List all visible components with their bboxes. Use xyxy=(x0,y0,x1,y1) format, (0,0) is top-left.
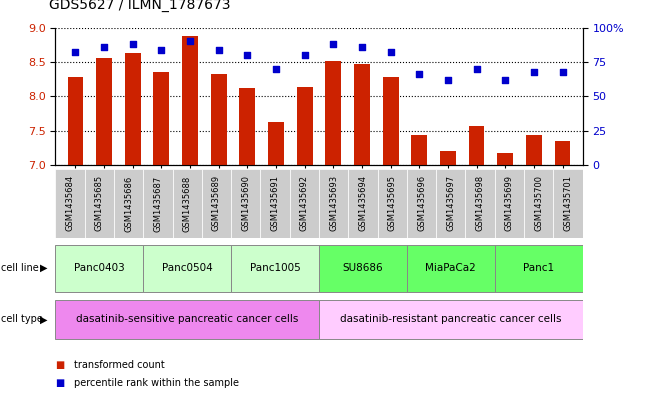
Bar xyxy=(553,169,583,238)
Text: GSM1435700: GSM1435700 xyxy=(534,175,543,231)
Text: percentile rank within the sample: percentile rank within the sample xyxy=(74,378,238,388)
Point xyxy=(529,68,539,75)
Bar xyxy=(526,135,542,165)
Point xyxy=(328,41,339,47)
Point xyxy=(70,49,81,55)
Point xyxy=(357,44,367,50)
Bar xyxy=(465,169,495,238)
Bar xyxy=(495,169,524,238)
Bar xyxy=(440,151,456,165)
Text: cell type: cell type xyxy=(1,314,43,324)
Text: transformed count: transformed count xyxy=(74,360,164,371)
Bar xyxy=(240,88,255,165)
Bar xyxy=(319,244,407,292)
Bar xyxy=(211,74,227,165)
Point xyxy=(443,77,453,83)
Text: SU8686: SU8686 xyxy=(342,263,383,273)
Bar xyxy=(297,86,312,165)
Text: ■: ■ xyxy=(55,378,64,388)
Text: dasatinib-resistant pancreatic cancer cells: dasatinib-resistant pancreatic cancer ce… xyxy=(340,314,562,324)
Bar xyxy=(260,169,290,238)
Bar xyxy=(231,169,260,238)
Bar xyxy=(154,72,169,165)
Text: GSM1435687: GSM1435687 xyxy=(154,175,162,231)
Text: Panc1: Panc1 xyxy=(523,263,554,273)
Text: MiaPaCa2: MiaPaCa2 xyxy=(426,263,476,273)
Text: GSM1435693: GSM1435693 xyxy=(329,175,338,231)
Text: cell line: cell line xyxy=(1,263,39,273)
Bar xyxy=(378,169,407,238)
Text: GSM1435697: GSM1435697 xyxy=(447,175,455,231)
Bar xyxy=(55,299,319,339)
Bar xyxy=(348,169,378,238)
Bar xyxy=(55,244,143,292)
Text: GSM1435699: GSM1435699 xyxy=(505,175,514,231)
Text: ▶: ▶ xyxy=(40,314,48,324)
Bar xyxy=(436,169,465,238)
Bar xyxy=(411,135,427,165)
Text: GSM1435692: GSM1435692 xyxy=(300,175,309,231)
Point xyxy=(214,46,224,53)
Text: Panc0504: Panc0504 xyxy=(162,263,212,273)
Bar xyxy=(125,53,141,165)
Text: GSM1435701: GSM1435701 xyxy=(564,175,572,231)
Bar xyxy=(524,169,553,238)
Text: GSM1435689: GSM1435689 xyxy=(212,175,221,231)
Text: GSM1435685: GSM1435685 xyxy=(95,175,104,231)
Bar xyxy=(326,61,341,165)
Point xyxy=(99,44,109,50)
Text: GSM1435695: GSM1435695 xyxy=(388,175,396,231)
Text: GDS5627 / ILMN_1787673: GDS5627 / ILMN_1787673 xyxy=(49,0,230,12)
Point xyxy=(242,52,253,58)
Text: GSM1435684: GSM1435684 xyxy=(66,175,74,231)
Point xyxy=(299,52,310,58)
Text: GSM1435694: GSM1435694 xyxy=(359,175,367,231)
Bar xyxy=(143,169,173,238)
Bar xyxy=(55,169,85,238)
Text: GSM1435690: GSM1435690 xyxy=(242,175,250,231)
Bar xyxy=(85,169,114,238)
Bar xyxy=(173,169,202,238)
Point xyxy=(385,49,396,55)
Point xyxy=(414,71,424,77)
Bar xyxy=(469,126,484,165)
Bar xyxy=(497,152,513,165)
Bar xyxy=(495,244,583,292)
Bar xyxy=(182,37,198,165)
Point xyxy=(185,38,195,44)
Text: GSM1435688: GSM1435688 xyxy=(183,175,191,231)
Bar xyxy=(114,169,143,238)
Bar xyxy=(407,169,436,238)
Text: GSM1435696: GSM1435696 xyxy=(417,175,426,231)
Bar xyxy=(354,64,370,165)
Bar xyxy=(290,169,319,238)
Point xyxy=(557,68,568,75)
Text: Panc0403: Panc0403 xyxy=(74,263,124,273)
Text: Panc1005: Panc1005 xyxy=(250,263,300,273)
Text: GSM1435686: GSM1435686 xyxy=(124,175,133,231)
Bar xyxy=(143,244,231,292)
Text: GSM1435698: GSM1435698 xyxy=(476,175,484,231)
Bar xyxy=(319,299,583,339)
Bar xyxy=(268,122,284,165)
Bar xyxy=(407,244,495,292)
Point xyxy=(271,66,281,72)
Text: ▶: ▶ xyxy=(40,263,48,273)
Bar xyxy=(68,77,83,165)
Bar xyxy=(555,141,570,165)
Point xyxy=(471,66,482,72)
Bar xyxy=(231,244,319,292)
Bar xyxy=(319,169,348,238)
Bar xyxy=(383,77,398,165)
Text: ■: ■ xyxy=(55,360,64,371)
Point xyxy=(500,77,510,83)
Text: GSM1435691: GSM1435691 xyxy=(271,175,279,231)
Text: dasatinib-sensitive pancreatic cancer cells: dasatinib-sensitive pancreatic cancer ce… xyxy=(76,314,298,324)
Point xyxy=(156,46,167,53)
Point xyxy=(128,41,138,47)
Bar xyxy=(202,169,231,238)
Bar xyxy=(96,59,112,165)
